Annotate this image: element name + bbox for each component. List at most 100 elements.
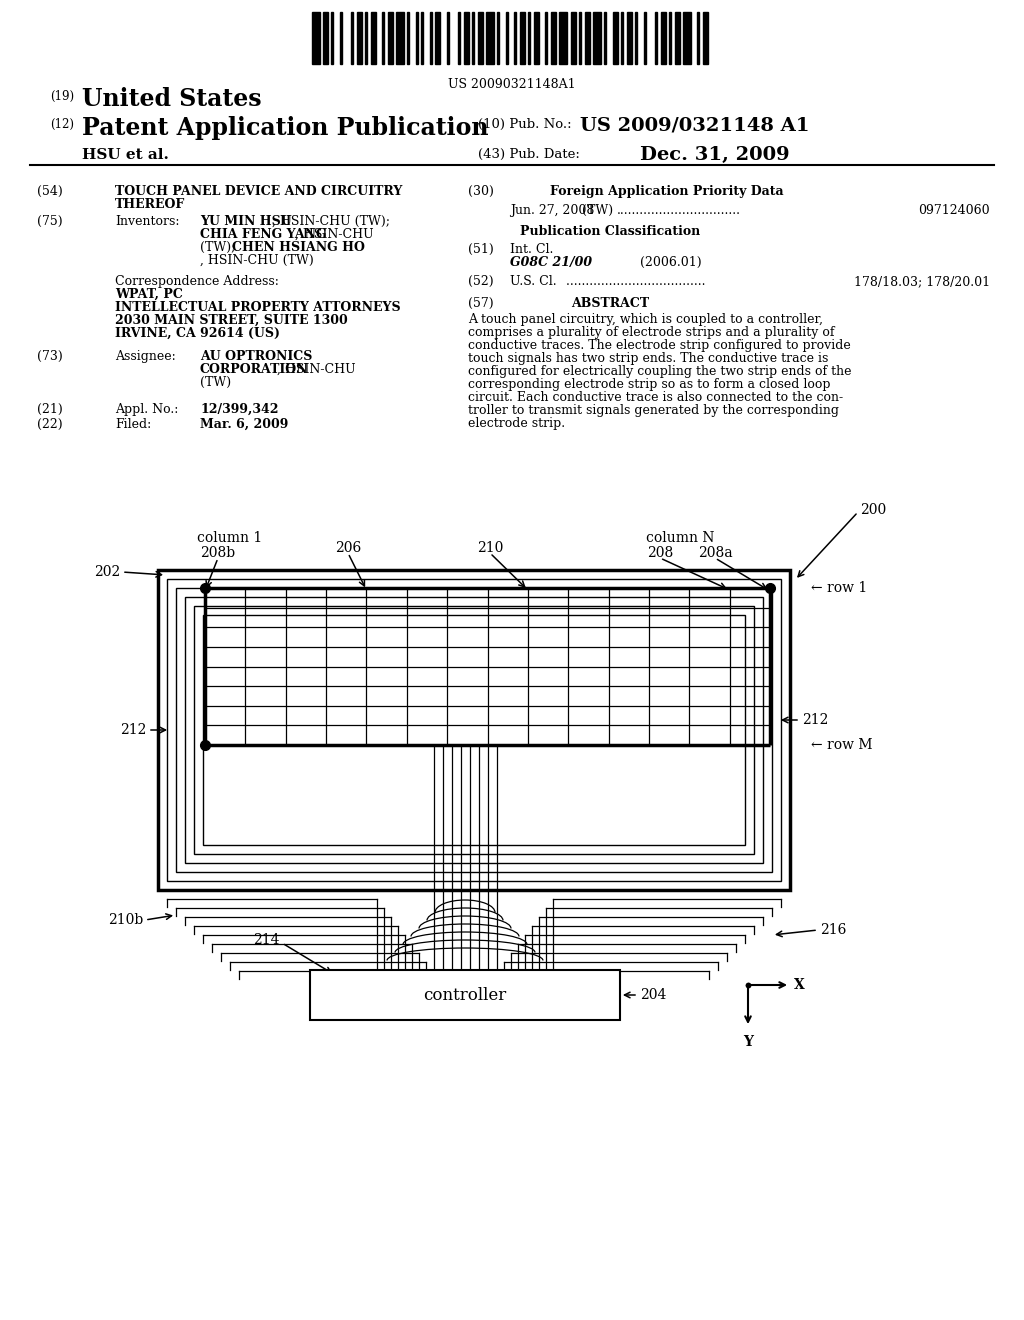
Text: (30): (30) <box>468 185 494 198</box>
Text: (19): (19) <box>50 90 74 103</box>
Bar <box>396 12 404 63</box>
Text: THEREOF: THEREOF <box>115 198 185 211</box>
Text: (75): (75) <box>37 215 62 228</box>
Text: 12/399,342: 12/399,342 <box>200 403 279 416</box>
Bar <box>421 12 423 63</box>
Text: United States: United States <box>82 87 261 111</box>
Text: conductive traces. The electrode strip configured to provide: conductive traces. The electrode strip c… <box>468 339 851 352</box>
Text: Appl. No.:: Appl. No.: <box>115 403 178 416</box>
Bar <box>458 12 460 63</box>
Bar <box>571 12 575 63</box>
Text: 212: 212 <box>802 713 828 727</box>
Text: AU OPTRONICS: AU OPTRONICS <box>200 350 312 363</box>
Text: (43) Pub. Date:: (43) Pub. Date: <box>478 148 580 161</box>
Text: Dec. 31, 2009: Dec. 31, 2009 <box>640 147 790 164</box>
Bar <box>176 587 772 873</box>
Bar <box>506 12 508 63</box>
Bar <box>312 12 319 63</box>
Bar <box>514 12 516 63</box>
Bar <box>683 12 691 63</box>
Bar <box>365 12 367 63</box>
Text: A touch panel circuitry, which is coupled to a controller,: A touch panel circuitry, which is couple… <box>468 313 823 326</box>
Bar <box>613 12 618 63</box>
Text: 200: 200 <box>860 503 886 517</box>
Text: CHIA FENG YANG: CHIA FENG YANG <box>200 228 327 242</box>
Bar <box>551 12 556 63</box>
Text: (22): (22) <box>37 418 62 432</box>
Bar <box>323 12 328 63</box>
Text: Publication Classification: Publication Classification <box>520 224 700 238</box>
Text: configured for electrically coupling the two strip ends of the: configured for electrically coupling the… <box>468 366 852 378</box>
Text: electrode strip.: electrode strip. <box>468 417 565 430</box>
Text: US 20090321148A1: US 20090321148A1 <box>449 78 575 91</box>
Text: Jun. 27, 2008: Jun. 27, 2008 <box>510 205 594 216</box>
Text: 210b: 210b <box>108 913 143 927</box>
Text: column N: column N <box>646 531 715 545</box>
Bar <box>416 12 418 63</box>
Bar <box>194 606 754 854</box>
Text: (TW): (TW) <box>582 205 617 216</box>
Text: comprises a plurality of electrode strips and a plurality of: comprises a plurality of electrode strip… <box>468 326 835 339</box>
Text: Inventors:: Inventors: <box>115 215 179 228</box>
Bar <box>675 12 680 63</box>
Bar <box>669 12 671 63</box>
Bar <box>203 615 745 845</box>
Text: controller: controller <box>423 986 507 1003</box>
Text: Assignee:: Assignee: <box>115 350 176 363</box>
Text: IRVINE, CA 92614 (US): IRVINE, CA 92614 (US) <box>115 327 280 341</box>
Text: 208a: 208a <box>697 546 732 560</box>
Text: ABSTRACT: ABSTRACT <box>571 297 649 310</box>
Text: column 1: column 1 <box>198 531 262 545</box>
Bar <box>167 579 781 880</box>
Text: Y: Y <box>743 1035 753 1049</box>
Text: Int. Cl.: Int. Cl. <box>510 243 553 256</box>
Bar <box>371 12 376 63</box>
Text: CORPORATION: CORPORATION <box>200 363 308 376</box>
Text: 212: 212 <box>120 723 146 737</box>
Bar <box>534 12 539 63</box>
Text: 208b: 208b <box>201 546 236 560</box>
Bar <box>627 12 632 63</box>
Bar <box>435 12 440 63</box>
Bar <box>310 970 620 1020</box>
Text: (21): (21) <box>37 403 62 416</box>
Text: 202: 202 <box>94 565 120 579</box>
Text: (54): (54) <box>37 185 62 198</box>
Text: (10) Pub. No.:: (10) Pub. No.: <box>478 117 571 131</box>
Text: row 1: row 1 <box>827 581 867 595</box>
Text: row M: row M <box>827 738 872 752</box>
Text: INTELLECTUAL PROPERTY ATTORNEYS: INTELLECTUAL PROPERTY ATTORNEYS <box>115 301 400 314</box>
Bar <box>697 12 699 63</box>
Text: G08C 21/00: G08C 21/00 <box>510 256 592 269</box>
Text: , HSIN-CHU: , HSIN-CHU <box>295 228 374 242</box>
Text: troller to transmit signals generated by the corresponding: troller to transmit signals generated by… <box>468 404 839 417</box>
Bar <box>593 12 601 63</box>
Text: , HSIN-CHU (TW): , HSIN-CHU (TW) <box>200 253 313 267</box>
Bar <box>382 12 384 63</box>
Text: ←: ← <box>810 738 821 752</box>
Text: Mar. 6, 2009: Mar. 6, 2009 <box>200 418 289 432</box>
Text: 210: 210 <box>477 541 503 554</box>
Text: CHEN HSIANG HO: CHEN HSIANG HO <box>232 242 365 253</box>
Bar <box>655 12 657 63</box>
Bar <box>703 12 708 63</box>
Text: 214: 214 <box>254 933 280 946</box>
Bar <box>579 12 581 63</box>
Text: X: X <box>794 978 805 993</box>
Bar <box>559 12 567 63</box>
Text: corresponding electrode strip so as to form a closed loop: corresponding electrode strip so as to f… <box>468 378 830 391</box>
Text: (TW);: (TW); <box>200 242 240 253</box>
Text: Filed:: Filed: <box>115 418 152 432</box>
Text: Patent Application Publication: Patent Application Publication <box>82 116 488 140</box>
Text: (TW): (TW) <box>200 376 231 389</box>
Text: (57): (57) <box>468 297 494 310</box>
Bar <box>486 12 494 63</box>
Text: HSU et al.: HSU et al. <box>82 148 169 162</box>
Text: ................................: ................................ <box>617 205 741 216</box>
Bar <box>585 12 590 63</box>
Text: 208: 208 <box>647 546 673 560</box>
Text: circuit. Each conductive trace is also connected to the con-: circuit. Each conductive trace is also c… <box>468 391 843 404</box>
Text: 097124060: 097124060 <box>919 205 990 216</box>
Text: U.S. Cl.: U.S. Cl. <box>510 275 557 288</box>
Bar <box>528 12 530 63</box>
